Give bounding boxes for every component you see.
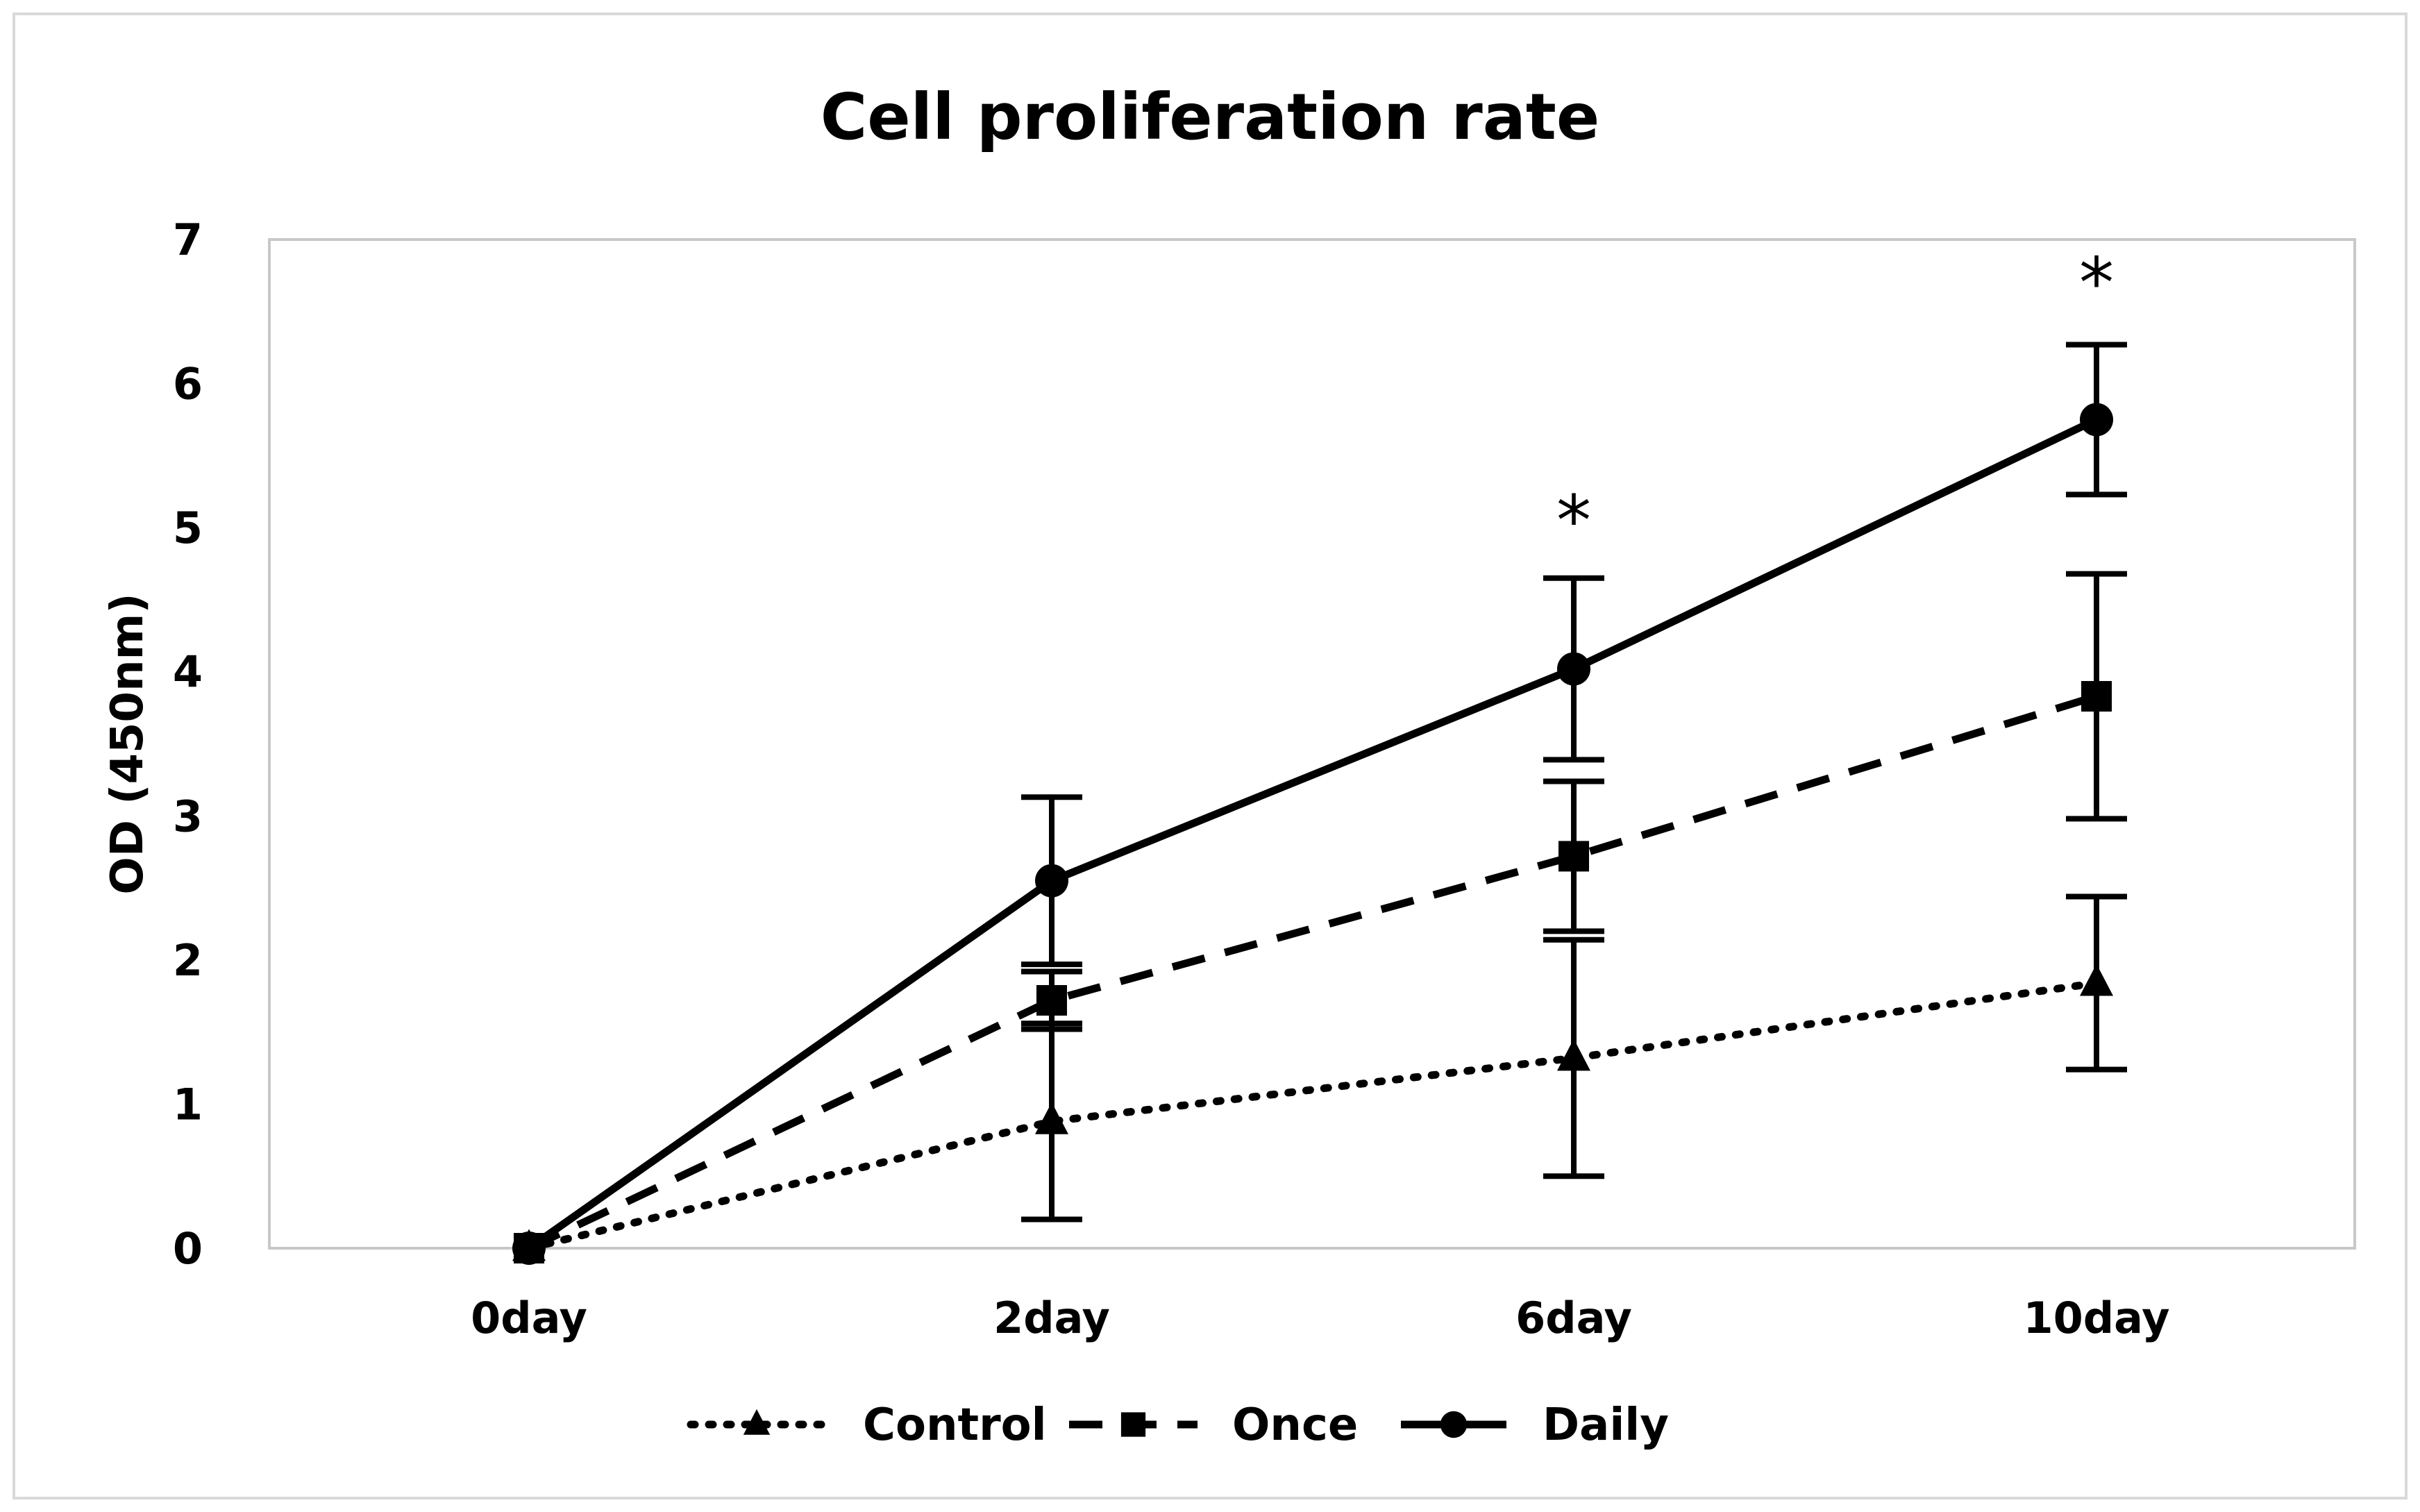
series-line xyxy=(527,692,2098,1252)
y-tick-label: 2 xyxy=(173,935,203,986)
data-point xyxy=(512,1232,546,1265)
series-line xyxy=(526,416,2099,1252)
annotation-layer: ** xyxy=(1556,242,2114,561)
legend-marker xyxy=(1120,1412,1146,1437)
data-point xyxy=(2080,964,2113,996)
legend: Control Once Daily xyxy=(687,1400,1669,1451)
data-point xyxy=(1036,984,1067,1016)
legend-item-daily: Daily xyxy=(1401,1400,1669,1451)
y-axis-ticks: 0 1 2 3 4 5 6 7 xyxy=(173,215,203,1274)
data-point xyxy=(1557,652,1590,686)
x-tick-label: 6day xyxy=(1515,1293,1632,1343)
series-line xyxy=(525,979,2101,1252)
data-point xyxy=(1035,1102,1068,1134)
legend-marker xyxy=(743,1409,771,1435)
y-tick-label: 7 xyxy=(173,215,203,265)
series-layer xyxy=(512,342,2127,1265)
data-point xyxy=(1558,841,1589,872)
y-tick-label: 3 xyxy=(173,791,203,841)
significance-asterisk: * xyxy=(1556,480,1591,561)
legend-item-once: Once xyxy=(1069,1400,1358,1451)
plot-area-frame xyxy=(268,238,2356,1250)
data-point xyxy=(2080,403,2113,437)
data-point xyxy=(1035,864,1068,898)
legend-label: Control xyxy=(863,1400,1047,1451)
legend-label: Once xyxy=(1232,1400,1358,1451)
outer-border xyxy=(12,12,2408,1500)
legend-item-control: Control xyxy=(687,1400,1047,1451)
significance-asterisk: * xyxy=(2079,242,2114,324)
legend-label: Daily xyxy=(1543,1400,1669,1451)
y-tick-label: 4 xyxy=(173,647,203,698)
series-daily xyxy=(512,342,2127,1265)
y-tick-label: 1 xyxy=(173,1079,203,1129)
data-point xyxy=(1557,1039,1590,1071)
y-axis-label: OD (450nm) xyxy=(102,593,153,894)
x-tick-label: 0day xyxy=(471,1293,587,1343)
chart-title: Cell proliferation rate xyxy=(821,80,1599,154)
legend-marker xyxy=(1440,1411,1468,1438)
data-point xyxy=(2081,681,2112,712)
x-tick-label: 2day xyxy=(993,1293,1110,1343)
x-tick-label: 10day xyxy=(2023,1293,2169,1343)
y-tick-label: 0 xyxy=(173,1223,203,1274)
y-tick-label: 5 xyxy=(173,503,203,553)
x-axis-ticks: 0day 2day 6day 10day xyxy=(471,1293,2169,1343)
y-tick-label: 6 xyxy=(173,359,203,410)
